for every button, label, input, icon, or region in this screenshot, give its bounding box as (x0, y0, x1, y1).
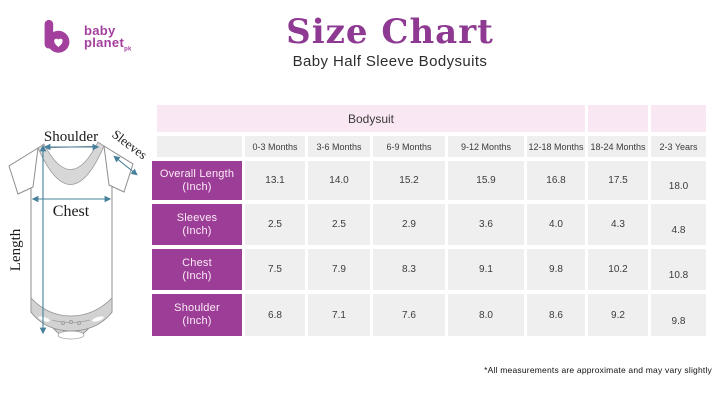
table-cell: 7.9 (308, 249, 370, 290)
table-cell: 2.9 (373, 204, 445, 245)
row-unit-text: (Inch) (182, 224, 212, 237)
table-cell: 8.6 (527, 294, 585, 336)
table-cell: 13.1 (245, 161, 305, 200)
column-header: 18-24 Months (588, 136, 648, 157)
row-header-chest: Chest (Inch) (152, 249, 242, 290)
table-cell: 9.2 (588, 294, 648, 336)
brand-suffix: pk (124, 46, 132, 53)
size-table: Bodysuit 0-3 Months 3-6 Months 6-9 Month… (152, 105, 706, 336)
row-unit-text: (Inch) (182, 315, 212, 327)
column-header: 12-18 Months (527, 136, 585, 157)
brand-logo: baby planetpk (36, 16, 132, 58)
baby-planet-logo-icon (44, 19, 70, 53)
brand-word-planet: planetpk (84, 34, 132, 53)
table-group-header: Bodysuit (157, 105, 585, 132)
table-cell: 7.6 (373, 294, 445, 336)
page-subtitle: Baby Half Sleeve Bodysuits (292, 53, 488, 70)
bodysuit-left-sleeve (8, 147, 39, 195)
table-cell: 6.8 (245, 294, 305, 336)
snap-button (77, 321, 82, 326)
bodysuit-measurement-diagram: Shoulder Sleeves Chest Length (8, 126, 150, 340)
table-cell: 17.5 (588, 161, 648, 200)
measurements-disclaimer: *All measurements are approximate and ma… (484, 365, 712, 375)
column-header: 6-9 Months (373, 136, 445, 157)
bodysuit-collar (37, 141, 105, 185)
table-cell: 14.0 (308, 161, 370, 200)
table-cell: 3.6 (448, 204, 524, 245)
row-unit-text: (Inch) (182, 269, 212, 282)
table-cell: 9.1 (448, 249, 524, 290)
heart-icon (54, 38, 63, 48)
table-group-header-spacer (588, 105, 648, 132)
snap-button (69, 320, 74, 325)
table-cell: 9.8 (527, 249, 585, 290)
table-cell: 16.8 (527, 161, 585, 200)
table-cell: 4.0 (527, 204, 585, 245)
table-cell: 15.9 (448, 161, 524, 200)
table-cell: 15.2 (373, 161, 445, 200)
brand-word-baby: baby (84, 22, 116, 38)
column-header: 2-3 Years (651, 136, 706, 157)
table-cell: 8.0 (448, 294, 524, 336)
table-cell: 10.2 (588, 249, 648, 290)
table-cell: 2.5 (308, 204, 370, 245)
snap-button (60, 321, 65, 326)
table-cell: 8.3 (373, 249, 445, 290)
table-cell: 10.8 (651, 249, 706, 290)
brand-wordmark: baby planetpk (84, 19, 132, 56)
chest-label: Chest (53, 203, 90, 220)
column-header: 3-6 Months (308, 136, 370, 157)
table-cell: 7.1 (308, 294, 370, 336)
bodysuit-hem-band (30, 296, 113, 332)
column-header: 9-12 Months (448, 136, 524, 157)
row-label-text: Overall Length (159, 167, 235, 180)
table-cell: 4.3 (588, 204, 648, 245)
table-cell: 2.5 (245, 204, 305, 245)
table-cell: 7.5 (245, 249, 305, 290)
length-label: Length (8, 228, 24, 271)
row-header-shoulder: Shoulder (Inch) (152, 294, 242, 336)
row-label-text: Chest (182, 256, 212, 269)
row-header-sleeves: Sleeves (Inch) (152, 204, 242, 245)
sleeves-arrow (113, 155, 138, 176)
table-group-header-spacer (651, 105, 706, 132)
row-header-overall-length: Overall Length (Inch) (152, 161, 242, 200)
shoulder-label: Shoulder (44, 129, 98, 145)
page-heading: Size Chart Baby Half Sleeve Bodysuits (60, 12, 720, 70)
row-unit-text: (Inch) (182, 180, 212, 193)
table-cell: 4.8 (651, 204, 706, 245)
row-label-text: Shoulder (174, 302, 220, 314)
page-title: Size Chart (286, 12, 494, 52)
table-cell: 9.8 (651, 294, 706, 336)
row-label-text: Sleeves (176, 211, 218, 224)
table-cell: 18.0 (651, 161, 706, 200)
column-header: 0-3 Months (245, 136, 305, 157)
table-corner-cell (157, 136, 242, 157)
